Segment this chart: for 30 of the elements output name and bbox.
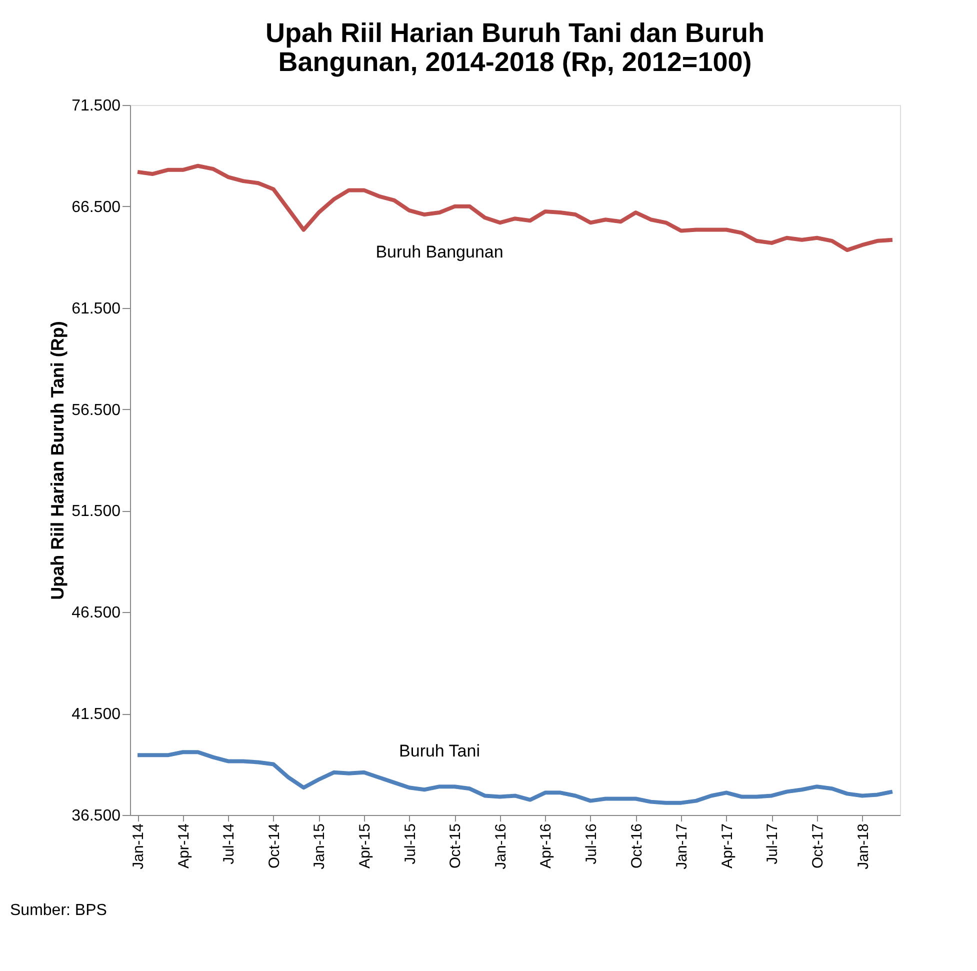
series-label: Buruh Tani (399, 742, 480, 761)
x-tick-label: Jan-18 (854, 824, 872, 870)
y-axis-title: Upah Riil Harian Buruh Tani (Rp) (48, 321, 68, 600)
y-tick-label: 41.500 (72, 706, 121, 724)
x-tick-label: Jan-17 (674, 824, 691, 870)
x-tick-label: Jan-15 (311, 824, 328, 870)
x-tick-label: Apr-17 (718, 824, 736, 869)
x-tick-label: Apr-16 (538, 824, 555, 869)
x-tick-label: Oct-17 (809, 824, 826, 869)
x-tick-label: Jul-16 (582, 824, 600, 864)
x-tick-label: Apr-14 (175, 824, 192, 869)
y-tick-label: 56.500 (72, 402, 121, 419)
text: Sumber: BPS (10, 902, 107, 919)
x-tick-label: Oct-16 (628, 824, 646, 869)
x-tick-label: Oct-14 (266, 824, 283, 869)
x-tick-label: Jul-17 (764, 824, 782, 864)
x-tick-label: Jul-15 (402, 824, 419, 864)
x-tick-label: Apr-15 (356, 824, 374, 869)
x-tick-label: Jul-14 (220, 824, 238, 864)
y-tick-label: 46.500 (72, 604, 121, 622)
y-tick-label: 71.500 (72, 98, 121, 114)
series-label: Buruh Bangunan (376, 242, 504, 262)
y-tick-label: 36.500 (72, 808, 121, 824)
y-tick-label: 66.500 (72, 198, 121, 216)
y-tick-label: 51.500 (72, 503, 121, 520)
x-tick-label: Jan-16 (492, 824, 510, 870)
x-tick-label: Oct-15 (447, 824, 464, 869)
chart-title: Upah Riil Harian Buruh Tani dan Buruh Bangunan, 2014-2018 (Rp, 2012=100) (265, 18, 765, 77)
x-tick-label: Jan-14 (130, 824, 148, 870)
y-tick-label: 61.500 (72, 300, 121, 318)
